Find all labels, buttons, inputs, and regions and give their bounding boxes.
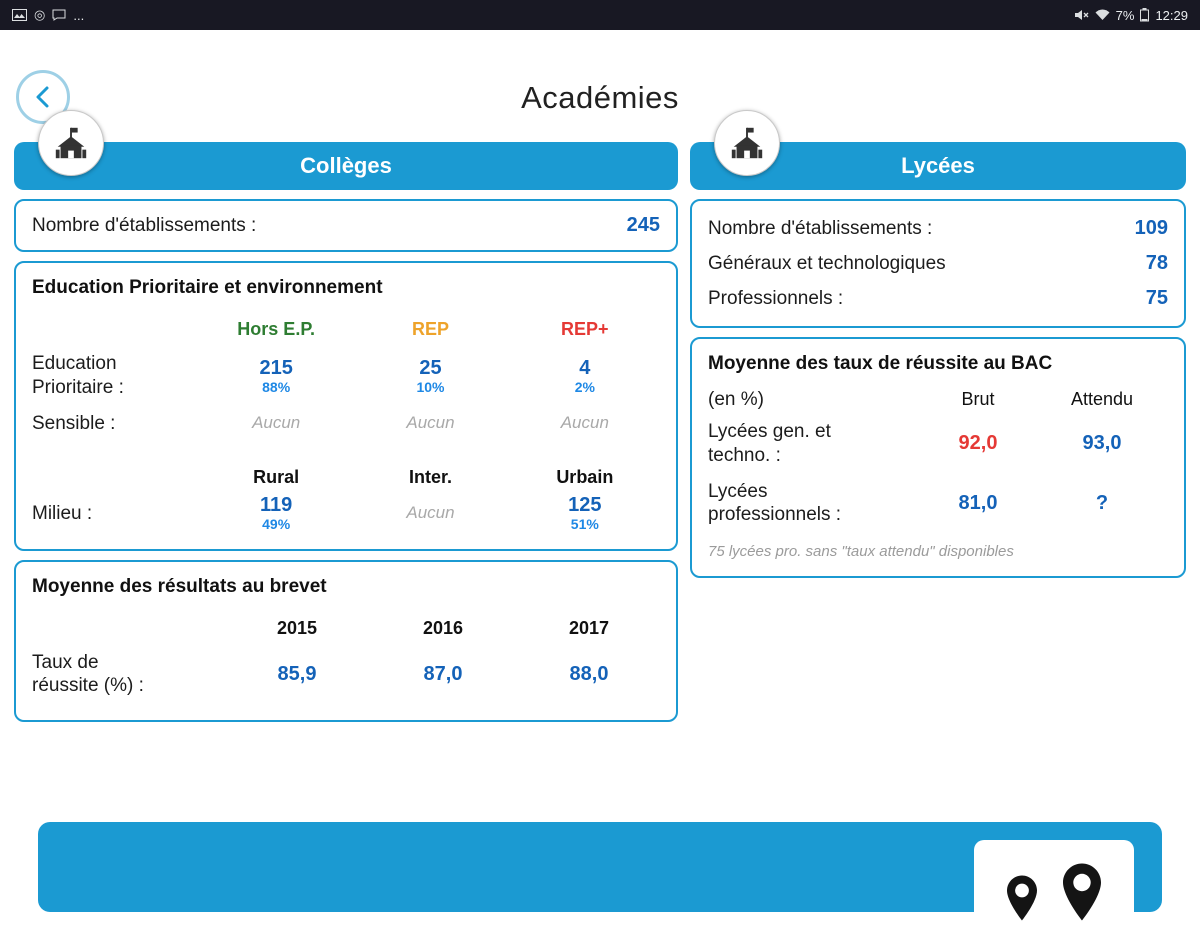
bac-row-gt-label: Lycées gen. et techno. : [708, 421, 831, 466]
bac-pro-attendu: ? [1095, 491, 1109, 514]
brevet-year-2016: 2016 [422, 617, 464, 638]
brevet-year-2017: 2017 [568, 617, 610, 638]
milieu-col-urbain: Urbain [556, 467, 614, 488]
clock: 12:29 [1155, 7, 1188, 23]
brevet-year-2015: 2015 [276, 617, 318, 638]
sensible-label: Sensible : [32, 412, 116, 434]
bac-col-brut: Brut [961, 389, 995, 409]
colleges-etablissements-row: Nombre d'établissements : 245 [14, 199, 678, 252]
status-bar: ◎ ... 7% 12:29 [0, 0, 1200, 30]
sensible-value-1: Aucun [252, 413, 301, 433]
colleges-school-icon [38, 110, 104, 176]
bac-box: Moyenne des taux de réussite au BAC (en … [690, 337, 1186, 578]
bac-gt-brut: 92,0 [958, 432, 998, 455]
milieu-label: Milieu : [32, 502, 93, 524]
status-right-icons: 7% 12:29 [1074, 7, 1188, 23]
etablissements-value: 245 [626, 214, 660, 236]
brevet-section-title: Moyenne des résultats au brevet [32, 575, 327, 597]
milieu-value-urbain: 125 51% [568, 494, 602, 533]
status-left-icons: ◎ ... [12, 7, 84, 23]
ep-grid: Hors E.P. REP REP+ Education Prioritaire… [32, 309, 660, 441]
map-pins-graphic [974, 840, 1134, 926]
map-pin-icon [1007, 875, 1037, 926]
ep-value-rep-plus: 4 2% [574, 356, 595, 395]
bac-grid: (en %) Brut Attendu Lycées gen. et techn… [708, 385, 1168, 533]
map-pin-icon [1063, 863, 1101, 926]
bac-pro-brut: 81,0 [958, 491, 998, 514]
lycees-counts-box: Nombre d'établissements : 109 Généraux e… [690, 199, 1186, 328]
lycees-card: Lycées Nombre d'établissements : 109 Gén… [690, 110, 1186, 578]
etablissements-label: Nombre d'établissements : [32, 214, 257, 236]
bottom-section-header[interactable] [38, 822, 1162, 926]
chevron-left-icon [33, 85, 53, 109]
brevet-grid: 2015 2016 2017 Taux de réussite (%) : 85… [32, 608, 660, 705]
sensible-value-2: Aucun [406, 413, 455, 433]
taux-reussite-label: Taux de réussite (%) : [32, 651, 144, 697]
brevet-value-2017: 88,0 [569, 662, 609, 685]
education-prioritaire-box: Education Prioritaire et environnement H… [14, 261, 678, 551]
ep-col-rep-plus: REP+ [561, 319, 609, 339]
lycees-count-row: Nombre d'établissements : 109 [708, 217, 1168, 239]
bac-en-pct: (en %) [708, 388, 764, 410]
cards-row: Collèges Nombre d'établissements : 245 E… [0, 108, 1200, 723]
record-icon: ◎ [34, 7, 46, 22]
chat-icon [52, 9, 66, 21]
bac-section-title: Moyenne des taux de réussite au BAC [708, 353, 1053, 374]
ep-col-hors-ep: Hors E.P. [237, 319, 316, 339]
sensible-value-3: Aucun [560, 413, 609, 433]
ep-section-title: Education Prioritaire et environnement [32, 277, 383, 298]
lycees-school-icon [714, 110, 780, 176]
milieu-grid: Rural Inter. Urbain Milieu : 119 49% Auc… [32, 457, 660, 532]
bac-col-attendu: Attendu [1070, 389, 1134, 409]
milieu-value-inter: Aucun [406, 503, 455, 523]
bac-gt-attendu: 93,0 [1082, 432, 1122, 455]
ep-value-rep: 25 10% [416, 356, 445, 395]
status-more: ... [73, 7, 85, 23]
ep-value-hors: 215 88% [259, 356, 293, 395]
page-title: Académies [521, 80, 679, 115]
battery-percent: 7% [1115, 7, 1135, 23]
lycees-count-row: Professionnels : 75 [708, 287, 1168, 309]
colleges-card: Collèges Nombre d'établissements : 245 E… [14, 110, 678, 723]
bac-row-pro-label: Lycées professionnels : [708, 480, 842, 526]
brevet-value-2015: 85,9 [277, 662, 317, 685]
milieu-col-rural: Rural [253, 467, 300, 488]
mute-icon [1074, 9, 1089, 21]
brevet-value-2016: 87,0 [423, 662, 463, 685]
brevet-box: Moyenne des résultats au brevet 2015 201… [14, 559, 678, 723]
battery-icon [1140, 8, 1150, 22]
colleges-card-title: Collèges [14, 142, 678, 190]
lycees-count-row: Généraux et technologiques 78 [708, 252, 1168, 274]
ep-row-label: Education Prioritaire : [32, 353, 124, 398]
wifi-icon [1095, 9, 1110, 21]
milieu-value-rural: 119 49% [260, 494, 293, 533]
gallery-icon [12, 9, 27, 21]
milieu-col-inter: Inter. [408, 467, 452, 488]
app-header: Académies [0, 30, 1200, 124]
bac-footnote: 75 lycées pro. sans "taux attendu" dispo… [708, 543, 1014, 560]
lycees-card-title: Lycées [690, 142, 1186, 190]
ep-col-rep: REP [411, 319, 449, 339]
